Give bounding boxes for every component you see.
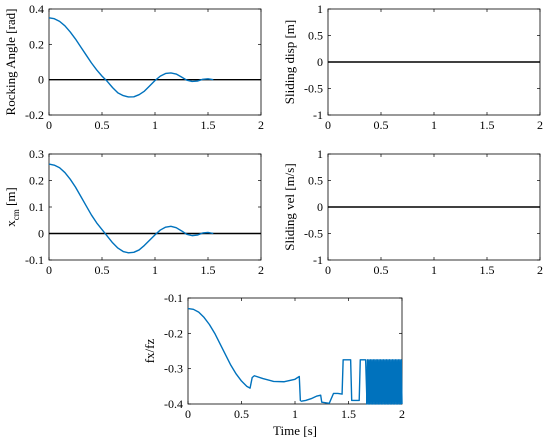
x-tick-label: 1.5	[201, 263, 216, 277]
y-tick-label: -1	[313, 108, 323, 122]
x-tick-label: 1.5	[480, 118, 495, 132]
data-line	[187, 307, 403, 405]
x-tick-label: 1.5	[201, 118, 216, 132]
y-tick-label: 0.4	[29, 2, 44, 16]
y-axis-label: xcm [m]	[3, 187, 21, 227]
y-tick-label: -0.5	[304, 82, 323, 96]
subplot-fx-fz: 0 0.5 1 1.5 2 -0.4 -0.3 -0.2 -0.1 fx/fz Time [s]	[142, 291, 405, 438]
x-tick-label: 0	[325, 263, 331, 277]
y-axis-label: Sliding disp [m]	[282, 20, 297, 105]
y-tick-label: 0	[317, 55, 323, 69]
data-line	[48, 17, 214, 98]
y-tick-label: 1	[317, 147, 323, 161]
x-tick-label: 0.5	[95, 263, 110, 277]
y-tick-label: -0.2	[25, 108, 44, 122]
y-axis-label: Sliding vel [m/s]	[282, 163, 297, 250]
x-tick-label: 0.5	[95, 118, 110, 132]
y-tick-label: -1	[313, 253, 323, 267]
y-axis-label: Rocking Angle [rad]	[3, 9, 18, 116]
y-tick-label: 0.2	[29, 174, 44, 188]
x-tick-label: 1	[152, 263, 158, 277]
y-tick-label: 0	[38, 73, 44, 87]
x-tick-label: 0	[46, 263, 52, 277]
x-tick-label: 2	[399, 407, 405, 421]
x-tick-label: 2	[258, 118, 264, 132]
x-tick-label: 0	[46, 118, 52, 132]
subplot-sliding-vel: 0 0.5 1 1.5 2 -1 -0.5 0 0.5 1 Sliding vel [m/s]	[282, 147, 543, 277]
x-tick-label: 0.5	[234, 407, 249, 421]
x-tick-label: 2	[258, 263, 264, 277]
y-tick-label: -0.5	[304, 227, 323, 241]
x-tick-label: 1.5	[480, 263, 495, 277]
y-tick-label: -0.3	[164, 362, 183, 376]
x-tick-label: 0	[325, 118, 331, 132]
x-tick-label: 1	[292, 407, 298, 421]
y-tick-label: -0.2	[164, 326, 183, 340]
y-axis-label-main: x	[3, 220, 18, 227]
y-tick-label: -0.1	[25, 253, 44, 267]
data-line	[48, 163, 214, 254]
axes-frame	[48, 8, 262, 116]
y-axis-label: fx/fz	[142, 339, 157, 364]
x-tick-label: 1.5	[341, 407, 356, 421]
y-tick-label: 0.1	[29, 200, 44, 214]
x-tick-label: 2	[537, 118, 543, 132]
y-axis-label-unit: [m]	[3, 187, 18, 209]
x-tick-label: 0	[185, 407, 191, 421]
axes-frame	[48, 153, 262, 261]
y-tick-label: 0.5	[308, 29, 323, 43]
y-tick-label: 0.3	[29, 147, 44, 161]
y-tick-label: 0.2	[29, 37, 44, 51]
y-tick-label: 0.5	[308, 174, 323, 188]
x-axis-label: Time [s]	[273, 423, 317, 438]
y-tick-label: -0.4	[164, 397, 183, 411]
y-tick-label: 1	[317, 2, 323, 16]
y-axis-label-sub: cm	[11, 209, 21, 220]
x-tick-label: 0.5	[374, 263, 389, 277]
y-tick-label: -0.1	[164, 291, 183, 305]
x-tick-label: 1	[152, 118, 158, 132]
y-tick-label: 0	[317, 200, 323, 214]
x-tick-label: 0.5	[374, 118, 389, 132]
x-tick-label: 1	[431, 263, 437, 277]
subplot-sliding-disp: 0 0.5 1 1.5 2 -1 -0.5 0 0.5 1 Sliding disp [m]	[282, 2, 543, 132]
x-tick-label: 1	[431, 118, 437, 132]
x-tick-label: 2	[537, 263, 543, 277]
y-tick-label: 0	[38, 227, 44, 241]
